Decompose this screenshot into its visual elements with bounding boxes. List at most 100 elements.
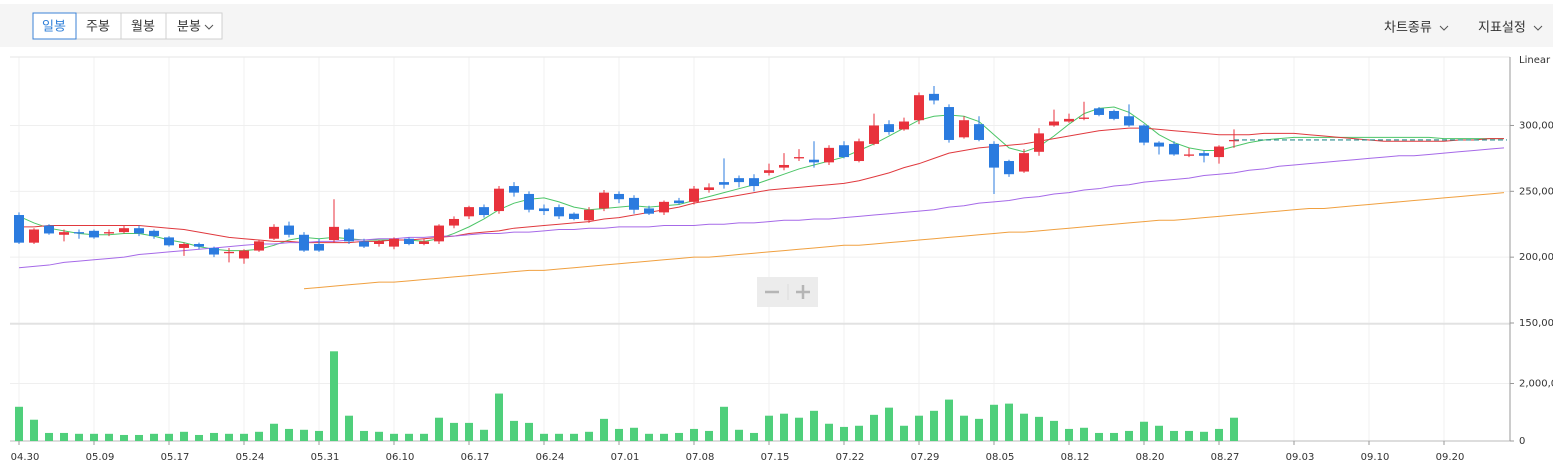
x-tick-label: 08.05 — [986, 452, 1015, 463]
candle-body — [899, 121, 909, 130]
x-tick-label: 09.03 — [1286, 452, 1315, 463]
volume-bar — [60, 432, 68, 441]
scale-label: Linear — [1519, 55, 1551, 66]
volume-bar — [135, 434, 143, 441]
candle-body — [44, 225, 54, 234]
candle-body — [704, 187, 714, 190]
volume-bar — [90, 433, 98, 441]
candle-body — [869, 125, 879, 144]
volume-bar — [885, 407, 893, 441]
menu-label[interactable]: 차트종류 — [1384, 21, 1432, 36]
candle-body — [1019, 153, 1029, 172]
candle-body — [599, 192, 609, 209]
x-tick-label: 09.20 — [1436, 452, 1465, 463]
volume-bar — [750, 432, 758, 441]
volume-bar — [825, 423, 833, 441]
volume-bar — [630, 427, 638, 441]
candle-body — [1184, 154, 1194, 156]
candle-body — [74, 232, 84, 234]
volume-bar — [255, 431, 263, 441]
volume-bar — [1215, 428, 1223, 441]
y-tick-label: 300,000 — [1519, 120, 1553, 131]
volume-bar — [900, 425, 908, 441]
tab-button-active[interactable] — [32, 12, 77, 40]
marks — [14, 85, 1507, 441]
candle-body — [644, 208, 654, 214]
volume-bar — [915, 415, 923, 441]
volume-bar — [690, 428, 698, 441]
moving-average-line — [303, 192, 1505, 290]
candle-body — [614, 193, 624, 200]
volume-bar — [705, 430, 713, 441]
candle-body — [329, 226, 339, 241]
y-tick-label: 250,000 — [1519, 186, 1553, 197]
candle-body — [419, 241, 429, 244]
period-tabs: 일봉 주봉 월봉 분봉 — [32, 12, 223, 40]
candle-body — [464, 207, 474, 217]
moving-average-line — [18, 106, 1504, 252]
volume-bar — [30, 419, 38, 441]
x-tick-label: 05.17 — [161, 452, 190, 463]
candle-body — [689, 188, 699, 202]
candle-body — [344, 229, 354, 242]
candle-body — [284, 225, 294, 235]
candle-body — [434, 225, 444, 242]
volume-bar — [765, 415, 773, 441]
candle-body — [14, 215, 24, 243]
x-tick-label: 08.20 — [1136, 452, 1165, 463]
volume-bar — [45, 432, 53, 441]
tab-label[interactable]: 분봉 — [177, 20, 201, 35]
volume-bar — [270, 423, 278, 441]
volume-bar — [465, 422, 473, 441]
candle-body — [269, 226, 279, 239]
volume-bar — [615, 428, 623, 441]
candle-body — [779, 164, 789, 168]
tab-label[interactable]: 주봉 — [86, 20, 110, 35]
candle-body — [929, 93, 939, 101]
volume-bar — [1125, 430, 1133, 441]
candle-body — [29, 229, 39, 243]
volume-bar — [1065, 428, 1073, 441]
volume-bar — [660, 433, 668, 441]
volume-bar — [420, 433, 428, 441]
x-tick-label: 08.12 — [1061, 452, 1090, 463]
tab-label[interactable]: 월봉 — [131, 20, 155, 35]
dropdown-chevron — [204, 24, 214, 30]
candle-body — [539, 208, 549, 212]
candle-body — [359, 241, 369, 247]
volume-bar — [1005, 403, 1013, 441]
dropdown-chevron — [1533, 25, 1543, 31]
menu-label[interactable]: 지표설정 — [1478, 21, 1526, 36]
volume-bar — [1050, 420, 1058, 441]
x-tick-label: 05.24 — [236, 452, 265, 463]
volume-bar — [240, 433, 248, 441]
candle-body — [974, 124, 984, 140]
volume-bar — [330, 351, 338, 441]
volume-bar — [495, 393, 503, 441]
volume-bar — [645, 433, 653, 441]
tab-label[interactable]: 일봉 — [42, 20, 66, 35]
candle-body — [1064, 118, 1074, 122]
x-tick-label: 07.08 — [686, 452, 715, 463]
toolbar — [0, 4, 1553, 47]
toolbar-menus: 차트종류 지표설정 — [1384, 21, 1543, 36]
volume-bar — [120, 434, 128, 441]
tab-button[interactable] — [120, 12, 167, 40]
candle-body — [299, 234, 309, 251]
candle-body — [404, 238, 414, 244]
candle-body — [314, 243, 324, 251]
volume-bar — [75, 433, 83, 441]
x-tick-label: 04.30 — [11, 452, 40, 463]
volume-bar — [1035, 416, 1043, 441]
x-tick-label: 05.09 — [86, 452, 115, 463]
candle-body — [749, 178, 759, 187]
candle-body — [674, 200, 684, 204]
x-tick-label: 07.22 — [836, 452, 865, 463]
candle-body — [1199, 153, 1209, 156]
volume-bar — [975, 418, 983, 441]
candle-body — [209, 247, 219, 255]
x-tick-label: 07.15 — [761, 452, 790, 463]
x-tick-label: 06.10 — [386, 452, 415, 463]
candle-body — [839, 145, 849, 158]
